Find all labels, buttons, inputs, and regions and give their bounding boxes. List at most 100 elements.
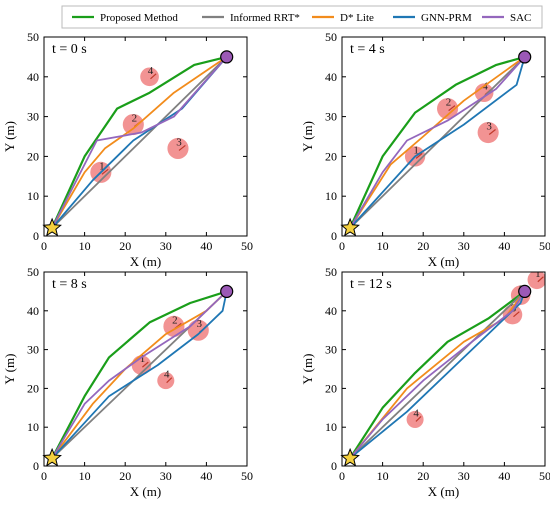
- x-tick-label: 0: [41, 469, 47, 483]
- plot-frame: [43, 271, 248, 467]
- obstacle-label: 3: [486, 121, 492, 133]
- obstacle: [502, 304, 523, 325]
- legend-frame: [61, 5, 543, 29]
- obstacle-label: 2: [172, 314, 178, 326]
- y-tick-label: 0: [33, 459, 39, 473]
- obstacle-label: 3: [176, 136, 182, 148]
- plot-area: 1 2 3 4: [51, 55, 228, 230]
- x-tick-label: 20: [119, 469, 131, 483]
- obstacle-heading: [166, 377, 173, 384]
- obstacle-label: 3: [197, 318, 203, 330]
- x-tick-label: 10: [377, 239, 389, 253]
- start-marker: [42, 217, 62, 237]
- obstacle: [477, 121, 499, 144]
- panel-title: t = 8 s: [52, 277, 87, 292]
- y-tick-label: 30: [27, 110, 39, 124]
- x-tick-label: 0: [339, 239, 345, 253]
- goal-marker: [518, 284, 532, 298]
- y-tick-label: 20: [27, 149, 39, 163]
- obstacle-label: 2: [132, 113, 138, 125]
- series-line: [349, 55, 526, 230]
- y-tick-label: 20: [325, 381, 337, 395]
- x-tick-label: 10: [377, 469, 389, 483]
- obstacle-heading: [537, 276, 544, 283]
- obstacle-label: 2: [446, 97, 452, 109]
- obstacle-label: 4: [482, 81, 488, 93]
- series-line: [349, 290, 526, 460]
- obstacle: [122, 114, 144, 136]
- x-tick-label: 40: [200, 469, 212, 483]
- plot-area: 1 2 3 4: [51, 290, 228, 460]
- x-tick-label: 50: [539, 239, 550, 253]
- y-tick-label: 40: [27, 304, 39, 318]
- x-tick-label: 40: [498, 239, 510, 253]
- x-tick-label: 30: [160, 239, 172, 253]
- y-tick-label: 40: [325, 70, 337, 84]
- x-axis-label: X (m): [130, 484, 161, 499]
- obstacle-heading: [415, 152, 423, 159]
- obstacle: [167, 137, 189, 159]
- obstacle: [187, 319, 209, 341]
- panel-title: t = 0 s: [52, 42, 87, 57]
- x-axis-label: X (m): [428, 254, 459, 269]
- legend-label: D* Lite: [340, 12, 374, 24]
- series-line: [349, 290, 526, 460]
- x-tick-label: 10: [79, 239, 91, 253]
- y-tick-label: 0: [331, 459, 337, 473]
- legend-label: Informed RRT*: [230, 12, 300, 24]
- y-tick-label: 20: [325, 149, 337, 163]
- x-tick-label: 20: [417, 239, 429, 253]
- x-tick-label: 40: [498, 469, 510, 483]
- goal-marker: [220, 50, 234, 64]
- obstacle-heading: [415, 416, 422, 422]
- start-marker: [340, 217, 360, 237]
- x-tick-label: 50: [241, 469, 253, 483]
- series-line: [51, 290, 228, 460]
- obstacle: [474, 83, 494, 103]
- obstacle: [157, 372, 175, 390]
- x-tick-label: 30: [458, 239, 470, 253]
- plot-frame: [43, 36, 248, 237]
- y-tick-label: 30: [325, 110, 337, 124]
- series-line: [349, 290, 526, 460]
- series-line: [51, 56, 228, 229]
- legend-label: Proposed Method: [100, 12, 178, 24]
- goal-marker: [220, 284, 234, 298]
- obstacle: [437, 98, 459, 120]
- series-line: [51, 56, 228, 229]
- x-axis-label: X (m): [130, 254, 161, 269]
- x-tick-label: 10: [79, 469, 91, 483]
- series-line: [349, 290, 526, 460]
- y-tick-label: 50: [325, 30, 337, 44]
- y-tick-label: 30: [325, 343, 337, 357]
- legend: Proposed Method Informed RRT* D* Lite GNN-P…: [61, 5, 543, 29]
- panel-title: t = 12 s: [350, 277, 392, 292]
- y-axis-label: Y (m): [300, 354, 315, 385]
- x-axis-label: X (m): [428, 484, 459, 499]
- x-tick-label: 50: [241, 239, 253, 253]
- start-marker: [340, 447, 360, 467]
- obstacle-heading: [178, 144, 186, 151]
- plot-area: 1 2 3 4: [349, 55, 526, 230]
- series-line: [51, 290, 228, 460]
- x-tick-label: 0: [41, 239, 47, 253]
- obstacle-label: 1: [140, 353, 146, 365]
- x-tick-label: 40: [200, 239, 212, 253]
- y-tick-label: 20: [27, 381, 39, 395]
- legend-label: GNN-PRM: [421, 12, 472, 24]
- x-tick-label: 20: [119, 239, 131, 253]
- start-marker: [42, 447, 62, 467]
- y-tick-label: 10: [27, 420, 39, 434]
- x-tick-label: 30: [160, 469, 172, 483]
- plot-frame: [341, 36, 546, 237]
- y-tick-label: 50: [325, 265, 337, 279]
- obstacle-label: 4: [164, 369, 170, 381]
- y-tick-label: 30: [27, 343, 39, 357]
- obstacle-heading: [513, 311, 520, 318]
- obstacle-heading: [142, 361, 149, 368]
- series-line: [349, 290, 526, 460]
- obstacle-label: 1: [535, 268, 541, 280]
